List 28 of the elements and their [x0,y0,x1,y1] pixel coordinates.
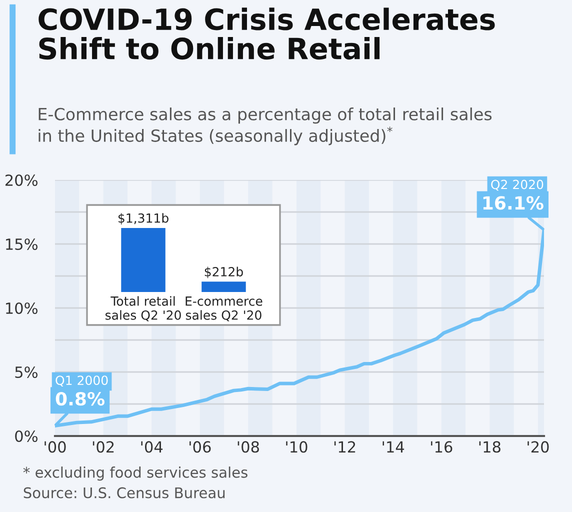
x-tick-label: E-commerce sales Q2 '20 [186,296,262,322]
data-label: $1,311b [118,213,168,224]
source-note: Source: U.S. Census Bureau [24,487,225,498]
x-tick-label: '06 [190,441,211,453]
y-tick-label: 10% [6,302,38,314]
y-tick-label: 20% [5,174,38,186]
data-label: $212b [204,266,243,278]
x-tick-label: '20 [528,441,549,453]
x-tick-label: '08 [238,441,259,453]
x-tick-label: '02 [92,441,114,453]
annotation: 0.8% [56,392,104,406]
x-tick-label: '12 [334,441,356,452]
x-tick-label: '10 [286,441,308,453]
annotation: 16.1% [483,196,544,210]
x-tick-label: '04 [141,441,163,453]
y-tick-label: 5% [15,366,38,378]
x-tick-label: '14 [382,441,404,452]
text: * excluding food services sales [23,466,248,481]
x-tick-label: '00 [44,441,66,453]
annotation: Q2 2020 [491,180,544,191]
x-tick-label: '18 [479,441,500,453]
annotation: Q1 2000 [56,376,108,386]
x-tick-label: Total retail sales Q2 '20 [105,296,181,322]
x-tick-label: '16 [431,441,452,453]
y-tick-label: 15% [6,238,38,250]
chart-title: COVID-19 Crisis Accelerates Shift to Online Retail [38,8,495,60]
chart-subtitle: E-Commerce sales as a percentage of total retail sales in the United States (seasonally adjusted)$^{*}$ [38,108,492,146]
y-tick-label: 0% [15,430,38,442]
